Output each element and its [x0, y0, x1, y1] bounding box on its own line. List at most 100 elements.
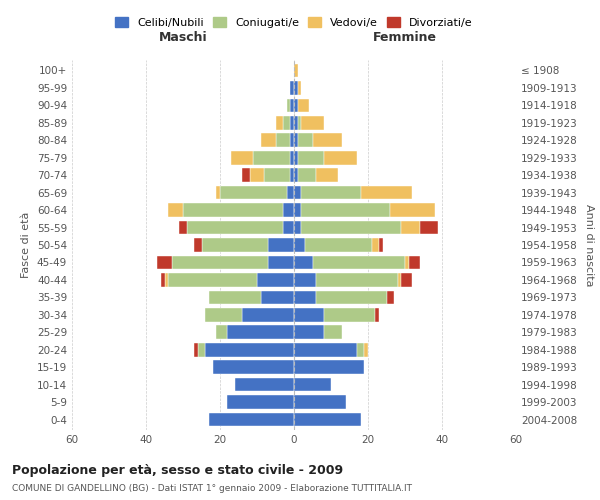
- Text: Femmine: Femmine: [373, 32, 437, 44]
- Bar: [217, 186, 220, 200]
- Bar: [250, 168, 265, 182]
- Bar: [294, 168, 298, 182]
- Bar: [202, 238, 268, 252]
- Bar: [376, 308, 379, 322]
- Bar: [257, 273, 294, 286]
- Bar: [323, 326, 342, 339]
- Bar: [283, 204, 294, 217]
- Bar: [401, 220, 420, 234]
- Bar: [298, 116, 301, 130]
- Bar: [316, 168, 338, 182]
- Bar: [301, 220, 401, 234]
- Bar: [198, 343, 205, 356]
- Bar: [168, 204, 183, 217]
- Bar: [398, 273, 401, 286]
- Bar: [301, 116, 323, 130]
- Bar: [235, 378, 294, 392]
- Bar: [164, 273, 168, 286]
- Bar: [323, 151, 357, 164]
- Bar: [290, 151, 294, 164]
- Bar: [194, 238, 202, 252]
- Bar: [290, 81, 294, 94]
- Legend: Celibi/Nubili, Coniugati/e, Vedovi/e, Divorziati/e: Celibi/Nubili, Coniugati/e, Vedovi/e, Di…: [115, 18, 473, 28]
- Bar: [294, 378, 331, 392]
- Text: Maschi: Maschi: [158, 32, 208, 44]
- Y-axis label: Fasce di età: Fasce di età: [22, 212, 31, 278]
- Bar: [290, 168, 294, 182]
- Bar: [294, 326, 323, 339]
- Bar: [168, 273, 257, 286]
- Bar: [172, 256, 268, 270]
- Bar: [290, 134, 294, 147]
- Bar: [231, 151, 253, 164]
- Y-axis label: Anni di nascita: Anni di nascita: [584, 204, 594, 286]
- Bar: [316, 273, 398, 286]
- Bar: [361, 186, 412, 200]
- Bar: [220, 186, 287, 200]
- Bar: [275, 116, 283, 130]
- Bar: [401, 273, 412, 286]
- Bar: [242, 168, 250, 182]
- Bar: [409, 256, 420, 270]
- Bar: [298, 134, 313, 147]
- Bar: [260, 134, 275, 147]
- Bar: [194, 343, 198, 356]
- Bar: [179, 220, 187, 234]
- Bar: [205, 308, 242, 322]
- Bar: [268, 256, 294, 270]
- Bar: [364, 343, 368, 356]
- Bar: [294, 116, 298, 130]
- Bar: [294, 238, 305, 252]
- Bar: [316, 290, 386, 304]
- Bar: [260, 290, 294, 304]
- Bar: [268, 238, 294, 252]
- Bar: [390, 204, 434, 217]
- Bar: [283, 220, 294, 234]
- Bar: [405, 256, 409, 270]
- Bar: [294, 308, 323, 322]
- Bar: [217, 326, 227, 339]
- Bar: [294, 220, 301, 234]
- Bar: [294, 412, 361, 426]
- Bar: [205, 343, 294, 356]
- Bar: [294, 256, 313, 270]
- Text: COMUNE DI GANDELLINO (BG) - Dati ISTAT 1° gennaio 2009 - Elaborazione TUTTITALIA: COMUNE DI GANDELLINO (BG) - Dati ISTAT 1…: [12, 484, 412, 493]
- Bar: [183, 204, 283, 217]
- Bar: [357, 343, 364, 356]
- Bar: [294, 343, 357, 356]
- Bar: [323, 308, 376, 322]
- Bar: [283, 116, 290, 130]
- Bar: [294, 290, 316, 304]
- Bar: [212, 360, 294, 374]
- Bar: [298, 81, 301, 94]
- Bar: [386, 290, 394, 304]
- Bar: [294, 360, 364, 374]
- Bar: [305, 238, 372, 252]
- Bar: [227, 396, 294, 409]
- Bar: [294, 396, 346, 409]
- Bar: [298, 98, 309, 112]
- Bar: [294, 204, 301, 217]
- Bar: [275, 134, 290, 147]
- Bar: [294, 273, 316, 286]
- Bar: [209, 412, 294, 426]
- Bar: [313, 134, 342, 147]
- Bar: [242, 308, 294, 322]
- Bar: [294, 98, 298, 112]
- Bar: [301, 204, 390, 217]
- Bar: [287, 186, 294, 200]
- Bar: [313, 256, 405, 270]
- Bar: [227, 326, 294, 339]
- Bar: [294, 134, 298, 147]
- Bar: [420, 220, 438, 234]
- Bar: [290, 98, 294, 112]
- Bar: [294, 81, 298, 94]
- Bar: [187, 220, 283, 234]
- Bar: [157, 256, 172, 270]
- Bar: [294, 151, 298, 164]
- Bar: [161, 273, 164, 286]
- Bar: [290, 116, 294, 130]
- Bar: [301, 186, 361, 200]
- Bar: [372, 238, 379, 252]
- Bar: [209, 290, 260, 304]
